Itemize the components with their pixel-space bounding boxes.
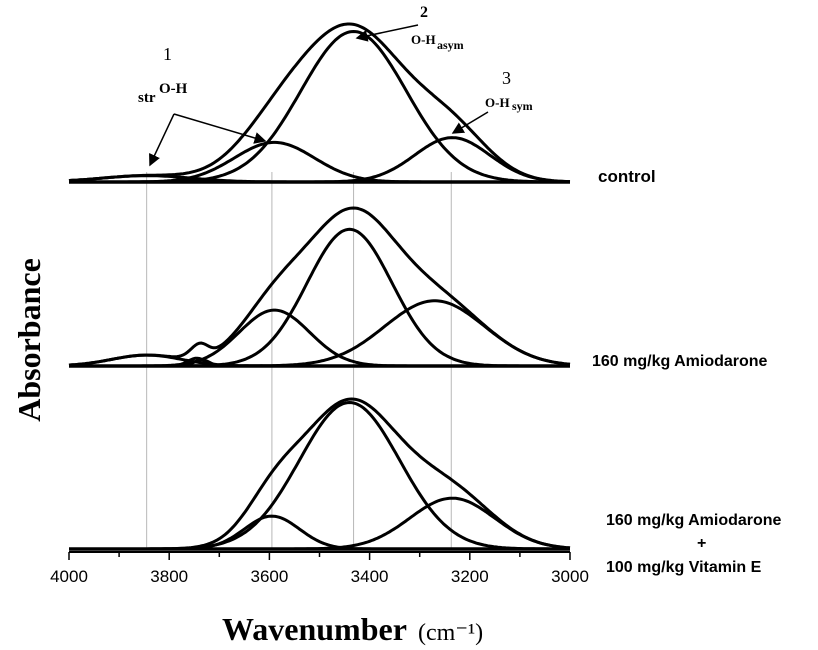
x-tick-label: 3600 — [250, 567, 288, 586]
component-band-2-OH-asym — [69, 400, 570, 551]
x-axis-unit: (cm⁻¹) — [418, 620, 483, 646]
panel-0 — [68, 22, 571, 184]
panel-label-control: control — [598, 167, 656, 186]
panel-1 — [68, 206, 571, 368]
component-band-2-OH-asym — [69, 227, 570, 368]
annotation-arrow — [173, 113, 267, 144]
x-axis-title: Wavenumber — [222, 611, 407, 647]
annotation-1-number: 1 — [163, 44, 172, 64]
annotation-arrow — [451, 111, 489, 134]
panel-label-amio-vit-e-plus: + — [697, 535, 706, 552]
panel-label-amio-vit-e-line1: 160 mg/kg Amiodarone — [606, 512, 782, 529]
x-axis: 4000 3800 3600 3400 3200 3000 — [50, 551, 589, 586]
y-axis-title: Absorbance — [11, 258, 47, 422]
annotation-3-label: O-H — [485, 95, 510, 110]
annotation-2-number: 2 — [420, 4, 428, 21]
x-tick-label: 3200 — [451, 567, 489, 586]
annotation-1-label: str — [138, 90, 156, 106]
annotation-arrows — [149, 24, 489, 167]
envelope-curve — [68, 22, 570, 184]
annotation-3-number: 3 — [502, 68, 511, 88]
component-band-1b — [69, 308, 570, 368]
annotation-3-sub: sym — [512, 99, 533, 113]
x-tick-label: 4000 — [50, 567, 88, 586]
annotation-2-label: O-H — [411, 32, 436, 47]
component-band-1b — [69, 514, 570, 551]
x-tick-label: 3400 — [351, 567, 389, 586]
annotation-2-sub: asym — [437, 38, 464, 52]
annotation-arrow — [355, 24, 419, 42]
envelope-curve — [68, 206, 571, 367]
envelope-curve — [69, 397, 571, 551]
annotation-arrow — [149, 113, 175, 167]
component-band-3-OH-sym — [69, 136, 571, 184]
x-tick-label: 3800 — [150, 567, 188, 586]
x-tick-label: 3000 — [551, 567, 589, 586]
panel-2 — [69, 397, 571, 551]
panel-label-amio-vit-e-line2: 100 mg/kg Vitamin E — [606, 559, 762, 576]
panel-label-amiodarone: 160 mg/kg Amiodarone — [592, 353, 768, 370]
spectra-panels — [68, 22, 571, 551]
annotation-1-sup: O-H — [159, 81, 188, 97]
